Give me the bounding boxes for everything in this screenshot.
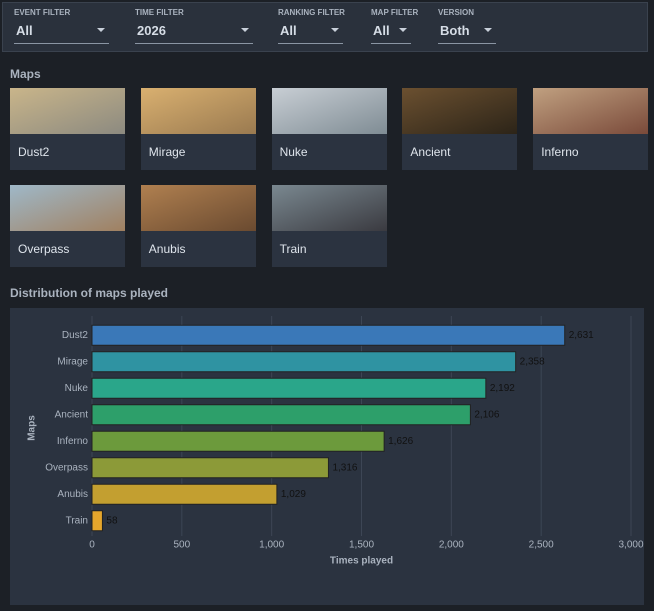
dropdown-arrow: [97, 28, 105, 32]
filter-value: Both: [440, 23, 470, 38]
filter-value: All: [16, 23, 33, 38]
filter-label: VERSION: [438, 8, 475, 17]
bar: [91, 483, 278, 505]
dropdown-underline: [371, 43, 411, 44]
map-card[interactable]: Anubis: [140, 185, 256, 267]
filter-value: All: [280, 23, 297, 38]
chart: 0 500 1,000 1,500 2,000 2,500 3,000 Times playe…: [27, 316, 644, 567]
map-card[interactable]: Nuke: [271, 88, 387, 170]
y-tick-label: Inferno: [57, 436, 89, 447]
y-tick-label: Ancient: [55, 409, 89, 420]
map-card[interactable]: Train: [271, 185, 387, 267]
map-image: [271, 88, 387, 134]
dropdown-arrow: [399, 28, 407, 32]
x-tick-label: 500: [173, 540, 190, 551]
map-name: Train: [279, 242, 307, 256]
filter-dropdown[interactable]: 2026: [135, 20, 253, 44]
filter-dropdown[interactable]: All: [371, 20, 411, 44]
map-image: [271, 185, 387, 231]
data-label: 2,631: [569, 330, 594, 341]
map-image: [140, 88, 256, 134]
filter-dropdown[interactable]: All: [278, 20, 343, 44]
dropdown-arrow: [241, 28, 249, 32]
filter-label: TIME FILTER: [135, 8, 184, 17]
map-image: [10, 88, 125, 134]
data-label: 1,626: [388, 436, 413, 447]
x-tick-label: 0: [89, 540, 95, 551]
map-name: Nuke: [279, 145, 308, 159]
x-tick-label: 3,000: [618, 540, 643, 551]
data-label: 1,316: [332, 462, 357, 473]
map-card[interactable]: Mirage: [140, 88, 256, 170]
map-card[interactable]: Overpass: [10, 185, 125, 267]
bar: [91, 324, 566, 346]
dropdown-arrow: [331, 28, 339, 32]
filter-label: RANKING FILTER: [278, 8, 345, 17]
map-image: [533, 88, 649, 134]
data-label: 2,358: [520, 356, 545, 367]
map-image: [402, 88, 518, 134]
y-tick-label: Anubis: [57, 489, 88, 500]
bar: [91, 351, 517, 373]
data-label: 58: [106, 515, 118, 526]
y-tick-label: Mirage: [57, 356, 88, 367]
section-heading: Distribution of maps played: [10, 286, 169, 300]
data-label: 2,192: [490, 383, 515, 394]
y-tick-label: Nuke: [65, 383, 89, 394]
map-name: Overpass: [18, 242, 70, 256]
filter-dropdown[interactable]: All: [14, 20, 109, 44]
x-axis-title: Times played: [330, 556, 393, 567]
map-name: Inferno: [541, 145, 579, 159]
map-name: Anubis: [148, 242, 186, 256]
map-image: [10, 185, 125, 231]
map-image: [140, 185, 256, 231]
y-tick-label: Overpass: [45, 462, 88, 473]
dropdown-underline: [278, 43, 343, 44]
x-tick-label: 1,000: [259, 540, 284, 551]
y-tick-label: Train: [66, 515, 88, 526]
map-card[interactable]: Ancient: [402, 88, 518, 170]
filter-value: All: [373, 23, 390, 38]
x-tick-label: 1,500: [349, 540, 374, 551]
map-name: Dust2: [18, 145, 50, 159]
x-tick-label: 2,500: [529, 540, 554, 551]
bar: [91, 510, 103, 532]
filter-value: 2026: [137, 23, 166, 38]
map-name: Ancient: [410, 145, 451, 159]
dropdown-arrow: [484, 28, 492, 32]
data-label: 2,106: [474, 409, 499, 420]
dropdown-underline: [14, 43, 109, 44]
x-tick-label: 2,000: [439, 540, 464, 551]
dropdown-underline: [135, 43, 253, 44]
data-label: 1,029: [281, 489, 306, 500]
dropdown-underline: [438, 43, 496, 44]
y-axis-title: Maps: [27, 415, 38, 441]
bar: [91, 457, 329, 479]
filter-label: EVENT FILTER: [14, 8, 71, 17]
chart-panel: 0 500 1,000 1,500 2,000 2,500 3,000 Times playe…: [10, 308, 644, 605]
map-card[interactable]: Dust2: [10, 88, 125, 170]
filter-label: MAP FILTER: [371, 8, 419, 17]
bar: [91, 377, 487, 399]
section-heading: Maps: [10, 67, 41, 81]
bar: [91, 430, 385, 452]
map-card[interactable]: Inferno: [533, 88, 649, 170]
y-tick-label: Dust2: [62, 330, 89, 341]
filter-dropdown[interactable]: Both: [438, 20, 496, 44]
map-name: Mirage: [148, 145, 186, 159]
bar: [91, 404, 471, 426]
